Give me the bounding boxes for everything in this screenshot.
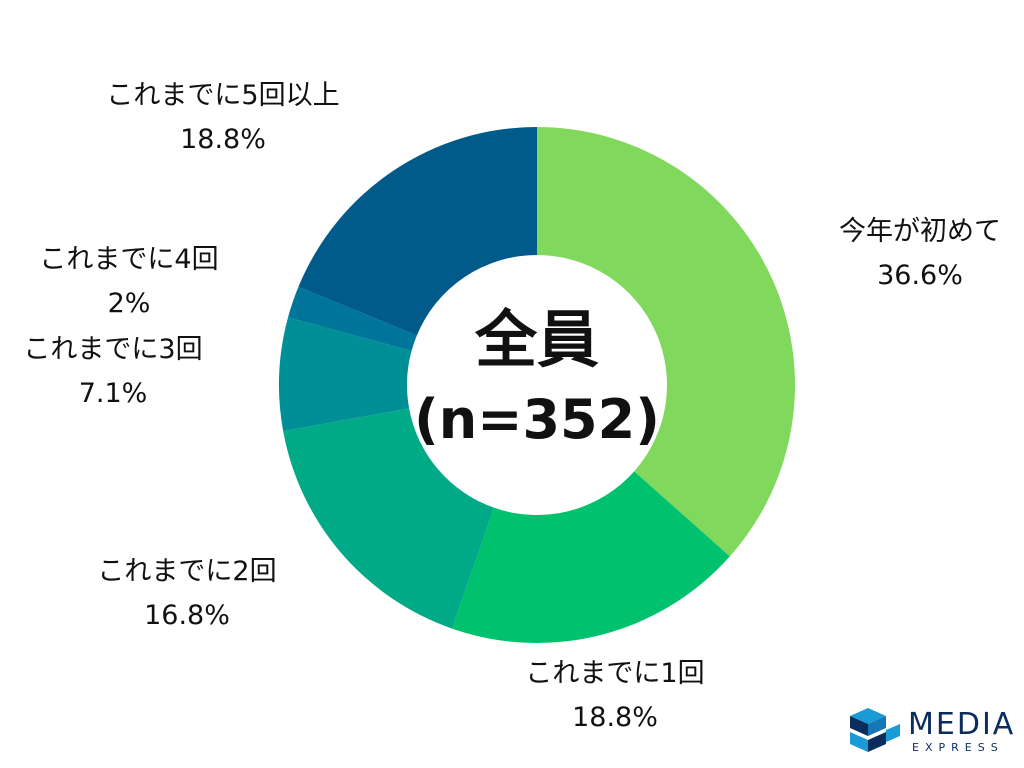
donut-slice-3 bbox=[283, 408, 495, 629]
slice-label-four-times: これまでに4回 2% bbox=[16, 238, 242, 326]
slice-label-five-plus: これまでに5回以上 18.8% bbox=[70, 74, 376, 162]
center-label-count: (n=352) bbox=[414, 388, 660, 451]
donut-slice-4 bbox=[279, 317, 412, 432]
slice-label-value: 18.8% bbox=[180, 124, 266, 155]
logo-mark-icon bbox=[850, 708, 900, 752]
slice-label-name: 今年が初めて bbox=[839, 216, 1001, 247]
center-label-title: 全員 bbox=[474, 303, 599, 376]
slice-label-first-time: 今年が初めて 36.6% bbox=[820, 210, 1020, 298]
slice-label-name: これまでに1回 bbox=[525, 658, 705, 689]
donut-slice-2 bbox=[451, 471, 730, 643]
slice-label-name: これまでに5回以上 bbox=[106, 80, 340, 111]
slice-label-value: 7.1% bbox=[78, 378, 148, 409]
logo-subword: EXPRESS bbox=[912, 741, 1004, 754]
media-express-logo: MEDIA EXPRESS bbox=[846, 706, 1018, 760]
slice-label-value: 18.8% bbox=[572, 702, 658, 733]
donut-slice-1 bbox=[537, 127, 795, 557]
slice-label-three-times: これまでに3回 7.1% bbox=[0, 328, 226, 416]
slice-label-name: これまでに2回 bbox=[97, 556, 277, 587]
center-label: 全員 (n=352) bbox=[387, 300, 687, 460]
slice-label-value: 2% bbox=[107, 288, 151, 319]
logo-word: MEDIA bbox=[908, 707, 1016, 742]
donut-slice-6 bbox=[298, 127, 537, 336]
slice-label-value: 36.6% bbox=[877, 260, 963, 291]
slice-label-name: これまでに4回 bbox=[39, 244, 219, 275]
slice-label-value: 16.8% bbox=[144, 600, 230, 631]
slice-label-twice: これまでに2回 16.8% bbox=[72, 550, 302, 638]
slice-label-once: これまでに1回 18.8% bbox=[500, 652, 730, 740]
slice-label-name: これまでに3回 bbox=[23, 334, 203, 365]
donut-slice-5 bbox=[288, 286, 417, 351]
